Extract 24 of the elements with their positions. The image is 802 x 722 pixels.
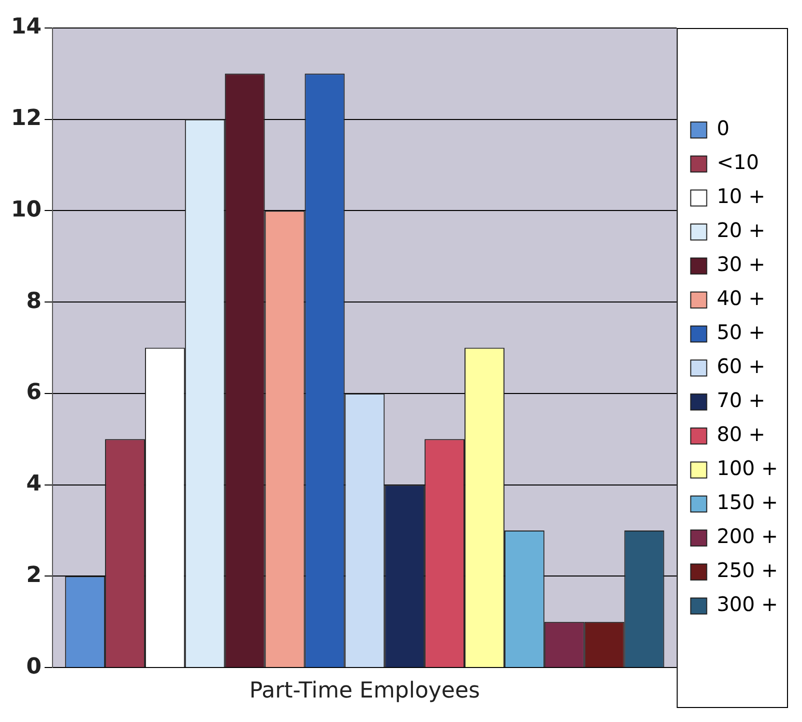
legend-label: 60 + xyxy=(716,354,766,378)
legend-label: 300 + xyxy=(716,592,778,616)
y-tick-label: 4 xyxy=(26,472,42,497)
legend-label: 80 + xyxy=(716,422,766,446)
legend-label: 50 + xyxy=(716,320,766,344)
x-tick-label: Part-Time Employees xyxy=(249,678,480,704)
y-tick-label: 12 xyxy=(10,106,42,132)
y-tick-label: 2 xyxy=(26,562,42,588)
legend-label: 10 + xyxy=(716,184,766,208)
legend-label: 20 + xyxy=(716,218,766,242)
legend-label: 250 + xyxy=(716,558,778,582)
y-tick-label: 10 xyxy=(10,197,42,222)
legend-label: 40 + xyxy=(716,286,766,310)
legend-label: <10 xyxy=(716,150,759,174)
y-tick-label: 6 xyxy=(26,380,42,406)
legend-label: 70 + xyxy=(716,388,766,412)
legend-label: 200 + xyxy=(716,524,778,548)
y-tick-label: 8 xyxy=(26,288,42,314)
y-tick-label: 0 xyxy=(26,654,42,680)
legend-label: 0 xyxy=(716,116,730,140)
y-tick-label: 14 xyxy=(10,14,42,40)
legend-label: 150 + xyxy=(716,490,778,514)
legend-label: 30 + xyxy=(716,252,766,276)
legend-label: 100 + xyxy=(716,456,778,480)
